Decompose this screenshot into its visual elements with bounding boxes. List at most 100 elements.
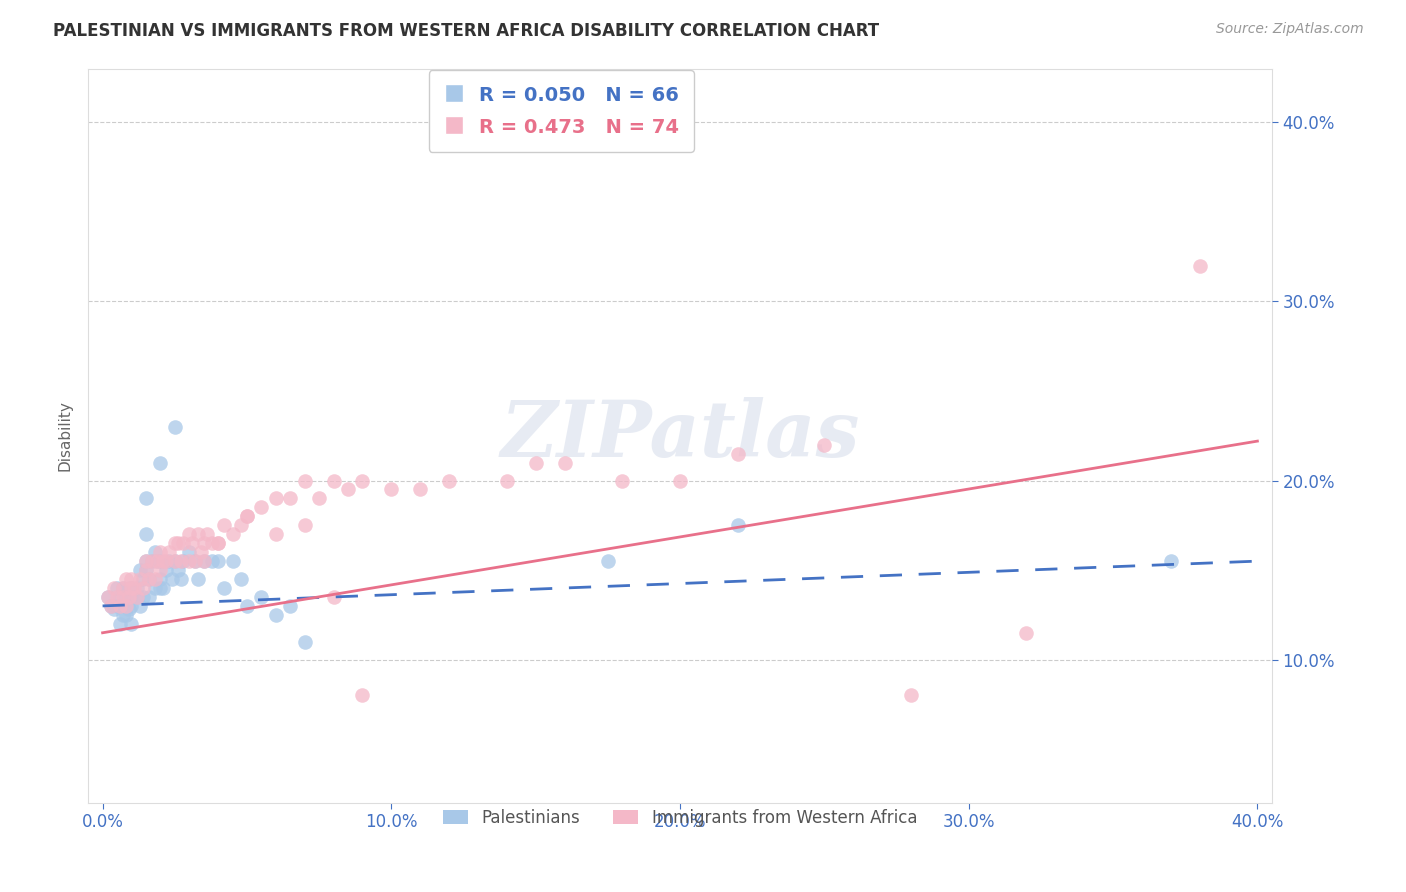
- Point: [294, 634, 316, 648]
- Point: [117, 602, 139, 616]
- Point: [231, 572, 253, 586]
- Point: [250, 590, 273, 604]
- Point: [138, 572, 160, 586]
- Point: [120, 572, 142, 586]
- Point: [117, 581, 139, 595]
- Point: [163, 419, 186, 434]
- Point: [166, 536, 188, 550]
- Point: [132, 572, 155, 586]
- Point: [172, 554, 194, 568]
- Point: [207, 536, 229, 550]
- Point: [111, 590, 134, 604]
- Point: [179, 527, 201, 541]
- Point: [190, 545, 212, 559]
- Point: [127, 590, 149, 604]
- Point: [236, 599, 259, 613]
- Point: [160, 572, 183, 586]
- Point: [129, 572, 152, 586]
- Point: [179, 554, 201, 568]
- Point: [201, 536, 224, 550]
- Point: [409, 483, 432, 497]
- Point: [100, 599, 122, 613]
- Point: [103, 581, 125, 595]
- Point: [108, 590, 131, 604]
- Point: [236, 509, 259, 524]
- Point: [184, 554, 207, 568]
- Point: [193, 554, 215, 568]
- Point: [813, 438, 835, 452]
- Point: [117, 590, 139, 604]
- Point: [111, 581, 134, 595]
- Point: [141, 554, 163, 568]
- Point: [141, 554, 163, 568]
- Point: [114, 607, 136, 622]
- Point: [146, 554, 169, 568]
- Point: [135, 563, 157, 577]
- Point: [135, 554, 157, 568]
- Point: [135, 527, 157, 541]
- Point: [105, 590, 128, 604]
- Point: [149, 456, 172, 470]
- Point: [129, 599, 152, 613]
- Point: [1188, 259, 1211, 273]
- Point: [221, 527, 243, 541]
- Point: [138, 572, 160, 586]
- Point: [111, 581, 134, 595]
- Point: [163, 554, 186, 568]
- Point: [103, 602, 125, 616]
- Text: ZIPatlas: ZIPatlas: [501, 398, 859, 474]
- Point: [380, 483, 402, 497]
- Point: [129, 563, 152, 577]
- Point: [120, 590, 142, 604]
- Point: [108, 599, 131, 613]
- Point: [727, 518, 749, 533]
- Point: [114, 599, 136, 613]
- Point: [105, 599, 128, 613]
- Point: [294, 474, 316, 488]
- Point: [187, 527, 209, 541]
- Point: [352, 474, 374, 488]
- Point: [114, 572, 136, 586]
- Point: [120, 581, 142, 595]
- Point: [132, 581, 155, 595]
- Point: [135, 563, 157, 577]
- Point: [120, 590, 142, 604]
- Point: [157, 545, 180, 559]
- Point: [193, 554, 215, 568]
- Point: [143, 572, 166, 586]
- Point: [278, 599, 301, 613]
- Point: [1015, 625, 1038, 640]
- Point: [322, 590, 344, 604]
- Point: [114, 590, 136, 604]
- Point: [308, 491, 330, 506]
- Point: [231, 518, 253, 533]
- Point: [97, 590, 120, 604]
- Point: [152, 554, 174, 568]
- Point: [207, 536, 229, 550]
- Point: [149, 554, 172, 568]
- Point: [152, 581, 174, 595]
- Point: [221, 554, 243, 568]
- Point: [97, 590, 120, 604]
- Point: [264, 607, 287, 622]
- Point: [149, 545, 172, 559]
- Point: [120, 581, 142, 595]
- Point: [155, 554, 177, 568]
- Point: [207, 554, 229, 568]
- Point: [437, 474, 460, 488]
- Point: [337, 483, 360, 497]
- Y-axis label: Disability: Disability: [58, 401, 72, 471]
- Legend: Palestinians, Immigrants from Western Africa: Palestinians, Immigrants from Western Af…: [434, 800, 925, 835]
- Point: [157, 554, 180, 568]
- Point: [143, 545, 166, 559]
- Point: [124, 581, 146, 595]
- Point: [146, 554, 169, 568]
- Point: [143, 581, 166, 595]
- Point: [127, 581, 149, 595]
- Point: [596, 554, 619, 568]
- Point: [212, 581, 235, 595]
- Point: [108, 616, 131, 631]
- Point: [181, 536, 204, 550]
- Point: [166, 563, 188, 577]
- Point: [294, 518, 316, 533]
